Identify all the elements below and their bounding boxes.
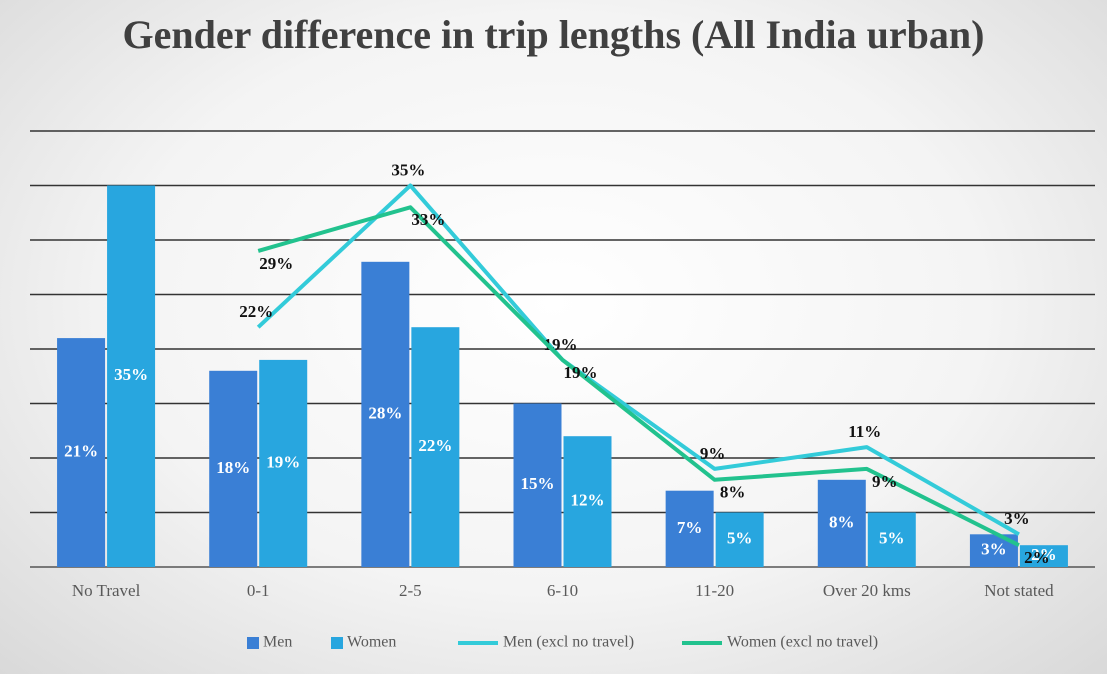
bar <box>563 436 612 567</box>
bar-label: 3% <box>981 540 1007 559</box>
legend-swatch <box>331 637 343 649</box>
bar <box>209 370 258 567</box>
bar-label: 8% <box>829 512 855 531</box>
line-label: 2% <box>1024 548 1050 567</box>
bar <box>1019 545 1068 567</box>
line-label: 3% <box>1004 509 1030 528</box>
line-label: 35% <box>391 160 425 179</box>
bar-label: 22% <box>418 436 452 455</box>
bar-label: 28% <box>368 403 402 422</box>
line <box>256 183 1020 537</box>
bar <box>57 338 106 567</box>
bar <box>867 512 916 567</box>
x-tick-label: 2-5 <box>399 581 422 600</box>
bar <box>259 359 308 567</box>
line-label: 33% <box>411 210 445 229</box>
bar <box>715 512 764 567</box>
line-label: 29% <box>259 254 293 273</box>
bar <box>513 403 562 567</box>
line-label: 8% <box>720 483 746 502</box>
bar-label: 2% <box>1031 545 1057 564</box>
line <box>257 205 1020 547</box>
x-tick-label: No Travel <box>72 581 141 600</box>
bar-label: 15% <box>521 474 555 493</box>
bar-label: 18% <box>216 458 250 477</box>
bar <box>665 490 714 567</box>
bar-label: 19% <box>266 452 300 471</box>
line-label: 9% <box>872 472 898 491</box>
bar <box>411 327 460 567</box>
x-tick-label: 6-10 <box>547 581 578 600</box>
line-label: 19% <box>564 363 598 382</box>
x-tick-label: 11-20 <box>695 581 734 600</box>
bar <box>107 185 156 567</box>
line-label: 22% <box>239 302 273 321</box>
line-label: 9% <box>700 444 726 463</box>
legend-label: Men (excl no travel) <box>503 634 634 651</box>
legend-label: Women (excl no travel) <box>727 634 878 651</box>
line-label: 11% <box>848 422 881 441</box>
bar-label: 21% <box>64 441 98 460</box>
chart-title: Gender difference in trip lengths (All I… <box>122 12 985 57</box>
bar <box>817 479 866 567</box>
legend-swatch <box>247 637 259 649</box>
legend-label: Men <box>263 634 292 651</box>
bar <box>361 261 410 567</box>
bar-label: 35% <box>114 365 148 384</box>
x-tick-label: Over 20 kms <box>823 581 911 600</box>
bar-label: 12% <box>571 491 605 510</box>
bar-label: 5% <box>727 529 753 548</box>
bar-label: 5% <box>879 529 905 548</box>
legend-label: Women <box>347 634 396 651</box>
x-tick-label: 0-1 <box>247 581 270 600</box>
x-tick-label: Not stated <box>984 581 1054 600</box>
bar-label: 7% <box>677 518 703 537</box>
